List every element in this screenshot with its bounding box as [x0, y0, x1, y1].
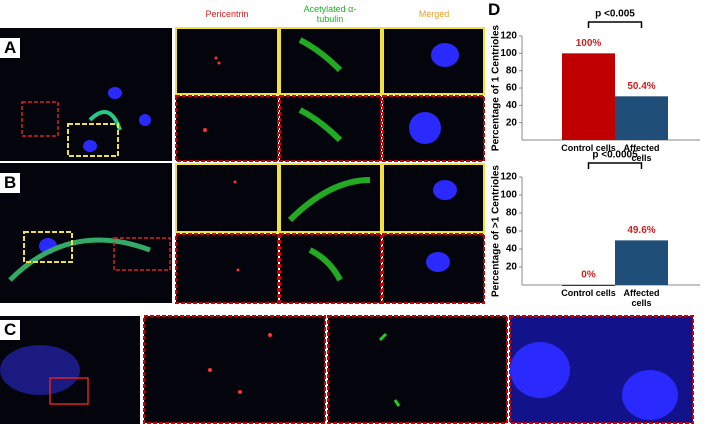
y-tick-label: 60 — [506, 226, 518, 237]
panel-label: D — [484, 0, 505, 20]
annotation: p <0.005 — [595, 9, 635, 20]
value-label: 49.6% — [627, 225, 655, 236]
y-axis-title: Percentage of >1 Centrioles — [491, 165, 502, 297]
x-tick-label: Affected cells — [623, 288, 660, 308]
x-tick-label: Control cells — [561, 143, 616, 153]
y-tick-label: 120 — [500, 172, 517, 183]
y-tick-label: 100 — [500, 190, 517, 201]
y-axis-title: Percentage of 1 Centrioles — [491, 24, 502, 151]
significance-bracket — [587, 162, 643, 169]
y-tick-label: 40 — [506, 100, 518, 111]
column-header: Acetylated α-tubulin — [303, 4, 357, 24]
column-header: Pericentrin — [205, 9, 249, 19]
y-tick-label: 60 — [506, 83, 518, 94]
annotation: p <0.0005 — [592, 150, 638, 161]
panel-label: B — [0, 173, 21, 193]
significance-bracket — [587, 21, 643, 28]
y-tick-label: 100 — [500, 48, 517, 59]
y-tick-label: 20 — [506, 117, 518, 128]
x-tick-label: Affected cells — [623, 143, 660, 163]
bar — [615, 240, 668, 285]
panel-label: A — [0, 38, 21, 58]
bar — [562, 285, 615, 286]
panel-label: C — [0, 320, 21, 340]
y-tick-label: 20 — [506, 262, 518, 273]
value-label: 50.4% — [627, 81, 655, 92]
bar — [562, 53, 615, 141]
x-tick-label: Control cells — [561, 288, 616, 298]
y-tick-label: 80 — [506, 208, 518, 219]
value-label: 100% — [576, 38, 602, 49]
y-tick-label: 40 — [506, 244, 518, 255]
micrographs — [0, 27, 694, 424]
bar — [615, 96, 668, 140]
column-header: Merged — [418, 9, 450, 19]
value-label: 0% — [581, 270, 596, 281]
y-tick-label: 80 — [506, 65, 518, 76]
y-tick-label: 120 — [500, 31, 517, 42]
